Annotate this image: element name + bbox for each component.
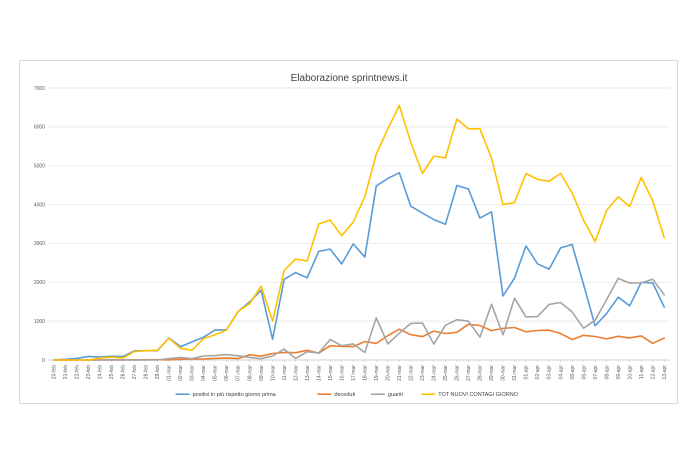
x-tick-label: 11-mar [282, 365, 288, 381]
x-tick-label: 14-mar [316, 365, 322, 381]
x-tick-label: 18-mar [362, 365, 368, 381]
x-tick-label: 10-mar [270, 365, 276, 381]
x-tick-label: 11-apr [639, 365, 645, 379]
x-tick-label: 25-mar [443, 365, 449, 381]
x-tick-label: 20-feb [51, 365, 57, 379]
x-tick-label: 03-mar [190, 365, 196, 381]
x-tick-label: 06-mar [224, 365, 230, 381]
series-line-guariti [52, 277, 666, 361]
y-axis-tick-labels: 0 1000 2000 3000 4000 5000 6000 7000 [34, 86, 45, 364]
legend-label-deceduti: deceduti [334, 392, 355, 398]
x-tick-label: 08-mar [247, 365, 253, 381]
x-tick-label: 24-feb [98, 365, 104, 379]
y-tick-label: 2000 [34, 280, 45, 286]
x-axis-tick-labels: 20-feb 21-feb 22-feb 23-feb 24-feb 25-feb 26-f… [51, 360, 668, 381]
x-tick-label: 07-apr [593, 365, 599, 380]
legend-label-positivi-in-pi-rispetto-giorno-prima: positivi in più rispetto giorno prima [193, 392, 277, 398]
x-tick-label: 23-mar [420, 365, 426, 381]
x-tick-label: 05-mar [213, 365, 219, 381]
x-tick-label: 28-mar [478, 365, 484, 381]
x-tick-label: 04-mar [201, 365, 207, 381]
x-tick-label: 23-feb [86, 365, 92, 379]
x-tick-label: 21-feb [63, 365, 69, 379]
x-tick-label: 24-mar [432, 365, 438, 381]
x-tick-label: 20-mar [385, 365, 391, 381]
legend-label-tot-nuovi-contagi-giorno: TOT NUOVI CONTAGI GIORNO [438, 392, 518, 398]
y-tick-label: 4000 [34, 202, 45, 208]
y-tick-label: 3000 [34, 241, 45, 247]
x-tick-label: 28-feb [144, 365, 150, 379]
x-tick-label: 15-mar [328, 365, 334, 381]
x-tick-label: 09-apr [616, 365, 622, 380]
chart-frame: Elaborazione sprintnews.it 0 1000 2000 3000… [19, 60, 678, 404]
x-tick-label: 31-mar [512, 365, 518, 381]
x-tick-label: 07-mar [236, 365, 242, 381]
x-tick-label: 06-apr [581, 365, 587, 380]
y-tick-label: 0 [42, 358, 45, 364]
x-tick-label: 25-feb [109, 365, 115, 379]
x-tick-label: 17-mar [351, 365, 357, 381]
x-tick-label: 19-mar [374, 365, 380, 381]
x-tick-label: 30-mar [501, 365, 507, 381]
y-tick-label: 6000 [34, 125, 45, 131]
series-lines [52, 104, 666, 361]
x-tick-label: 26-feb [121, 365, 127, 379]
gridlines [48, 87, 670, 361]
y-tick-label: 5000 [34, 164, 45, 170]
x-tick-label: 22-feb [74, 365, 80, 379]
x-tick-label: 27-feb [132, 365, 138, 379]
x-tick-label: 01-apr [524, 365, 530, 380]
x-tick-label: 27-mar [466, 365, 472, 381]
legend-label-guariti: guariti [388, 392, 403, 398]
x-tick-label: 21-mar [397, 365, 403, 381]
x-tick-label: 09-mar [259, 365, 265, 381]
series-line-positivi-in-pi-rispetto-giorno-prima [52, 171, 666, 361]
x-tick-label: 16-mar [339, 365, 345, 381]
x-tick-label: 08-apr [604, 365, 610, 380]
x-tick-label: 22-mar [409, 365, 415, 381]
x-tick-label: 29-mar [489, 365, 495, 381]
x-tick-label: 12-mar [293, 365, 299, 381]
x-tick-label: 12-apr [650, 365, 656, 380]
x-tick-label: 03-apr [547, 365, 553, 380]
x-tick-label: 05-apr [570, 365, 576, 380]
y-tick-label: 1000 [34, 319, 45, 325]
x-tick-label: 02-mar [178, 365, 184, 381]
chart-title: Elaborazione sprintnews.it [291, 73, 408, 84]
x-tick-label: 13-apr [662, 365, 668, 380]
x-tick-label: 10-apr [627, 365, 633, 380]
x-tick-label: 01-mar [167, 365, 173, 381]
x-tick-label: 26-mar [455, 365, 461, 381]
x-tick-label: 13-mar [305, 365, 311, 381]
y-tick-label: 7000 [34, 86, 45, 92]
x-tick-label: 29-feb [155, 365, 161, 379]
x-tick-label: 02-apr [535, 365, 541, 380]
line-chart: Elaborazione sprintnews.it 0 1000 2000 3000… [34, 73, 670, 398]
x-tick-label: 04-apr [558, 365, 564, 380]
legend: positivi in più rispetto giorno prima dec… [175, 392, 519, 398]
series-line-deceduti [52, 323, 666, 361]
series-line-tot-nuovi-contagi-giorno [52, 104, 666, 361]
